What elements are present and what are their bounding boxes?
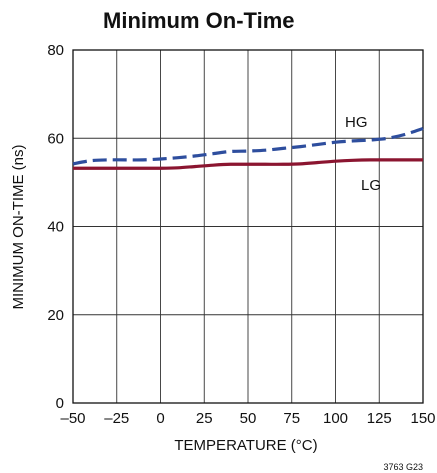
series-line-hg	[72, 127, 424, 166]
figure-code: 3763 G23	[383, 462, 423, 472]
y-tick-labels: 0 20 40 60 80	[47, 42, 64, 412]
x-tick-label: 25	[196, 410, 213, 427]
x-tick-label: 50	[240, 410, 257, 427]
x-tick-labels: –50 –25 0 25 50 75 100 125 150	[60, 410, 435, 427]
plot-frame	[72, 49, 424, 404]
y-tick-label: 0	[56, 395, 64, 412]
y-axis-label: MINIMUM ON-TIME (ns)	[10, 145, 27, 310]
plot-grid	[72, 49, 424, 404]
x-tick-label: –25	[104, 410, 129, 427]
y-tick-label: 60	[47, 130, 64, 147]
x-tick-label: 125	[367, 410, 392, 427]
x-tick-label: 0	[156, 410, 164, 427]
series-layer	[72, 127, 424, 170]
x-axis-label: TEMPERATURE (°C)	[174, 437, 317, 454]
y-tick-label: 80	[47, 42, 64, 59]
x-tick-label: 75	[283, 410, 300, 427]
chart-title: Minimum On-Time	[103, 8, 295, 33]
series-label-lg: LG	[361, 177, 381, 194]
y-tick-label: 20	[47, 307, 64, 324]
x-tick-label: 100	[323, 410, 348, 427]
series-line-lg	[73, 158, 423, 170]
x-tick-label: –50	[60, 410, 85, 427]
series-label-hg: HG	[345, 114, 368, 131]
x-tick-label: 150	[410, 410, 435, 427]
y-tick-label: 40	[47, 219, 64, 236]
